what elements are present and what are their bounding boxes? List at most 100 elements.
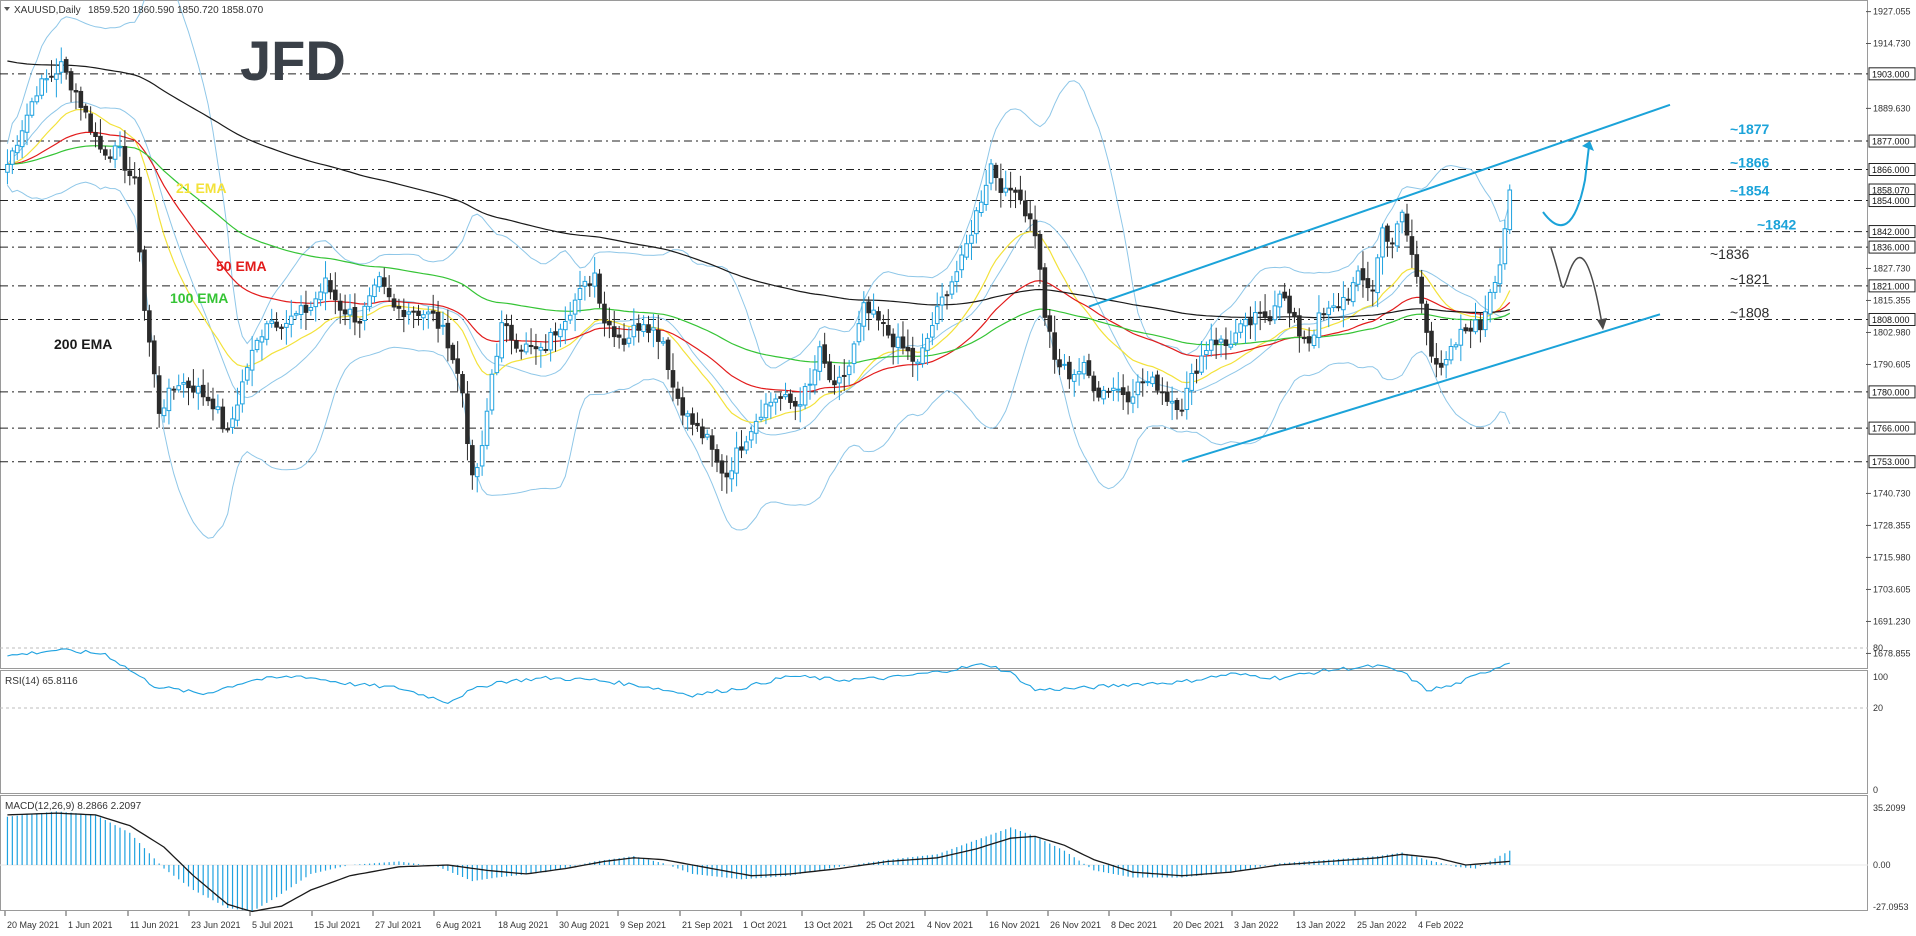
candle-body xyxy=(220,406,226,430)
price-axis: 1927.055 1914.730 1889.630 1827.730 1815.355… xyxy=(1866,7,1916,658)
candle-body xyxy=(54,73,59,80)
y-tick-label: 1889.630 xyxy=(1873,103,1911,113)
x-tick-label: 16 Nov 2021 xyxy=(989,920,1040,930)
candle-body xyxy=(98,135,103,150)
candle-body xyxy=(1013,189,1018,193)
candle-body xyxy=(1248,318,1253,326)
candle-body xyxy=(1306,336,1312,344)
candle-body xyxy=(1399,211,1405,223)
candle-body xyxy=(572,299,578,315)
candle-body xyxy=(10,150,15,165)
bollinger-lower-line xyxy=(6,181,1511,539)
candle-body xyxy=(974,210,979,235)
candle-body xyxy=(132,176,137,179)
candle-body xyxy=(1125,391,1131,403)
candle-body xyxy=(122,146,128,171)
macd-title: MACD(12,26,9) 8.2866 2.2097 xyxy=(5,801,142,812)
candle-body xyxy=(553,331,558,336)
candle-body xyxy=(768,401,774,407)
candle-body xyxy=(1174,400,1180,410)
channel-lower-line xyxy=(1181,313,1661,463)
candle-body xyxy=(347,308,353,316)
candle-body xyxy=(964,243,969,258)
candle-body xyxy=(1140,381,1146,384)
candle-body xyxy=(1272,305,1278,321)
candle-body xyxy=(303,304,309,313)
candle-body xyxy=(1213,339,1219,345)
x-tick-label: 20 May 2021 xyxy=(7,920,59,930)
candle-body xyxy=(793,400,798,407)
ema-100-line xyxy=(7,145,1511,364)
candle-body xyxy=(1032,219,1038,237)
candle-body xyxy=(1164,391,1170,402)
candle-body xyxy=(1042,267,1048,318)
ohlc-values: 1859.520 1860.590 1850.720 1858.070 xyxy=(88,5,264,16)
candle-body xyxy=(1111,387,1116,391)
y-tick-label: 1691.230 xyxy=(1873,616,1911,626)
candle-body xyxy=(1238,323,1243,333)
candle-body xyxy=(205,396,211,402)
candle-body xyxy=(1253,312,1258,325)
candle-body xyxy=(1233,332,1239,344)
candle-body xyxy=(362,305,367,322)
candle-body xyxy=(626,337,632,344)
price-box xyxy=(1868,67,1916,81)
x-tick-label: 1 Jun 2021 xyxy=(68,920,113,930)
candle-body xyxy=(1228,343,1234,348)
y-tick-label: 1703.605 xyxy=(1873,584,1911,594)
rsi-panel-border xyxy=(0,670,1868,794)
candle-body xyxy=(235,404,240,421)
down-scenario-arrow xyxy=(1550,247,1603,325)
candle-body xyxy=(1355,270,1361,285)
collapse-triangle-icon[interactable] xyxy=(4,7,10,11)
candle-body xyxy=(954,271,960,282)
candle-body xyxy=(1478,319,1483,331)
rsi-line xyxy=(7,648,1510,704)
candle-body xyxy=(215,406,221,411)
candle-body xyxy=(479,445,485,467)
candle-body xyxy=(734,447,739,474)
bollinger-middle-line xyxy=(6,101,1511,436)
candle-body xyxy=(19,130,25,148)
candle-body xyxy=(1047,315,1053,332)
candle-body xyxy=(812,369,818,386)
candle-body xyxy=(421,314,426,319)
candle-body xyxy=(739,446,744,451)
candle-body xyxy=(318,291,323,301)
candle-body xyxy=(1091,375,1097,392)
y-tick-label: 1927.055 xyxy=(1873,7,1911,17)
up-arrow-head xyxy=(1582,141,1594,151)
candle-body xyxy=(577,287,583,300)
candle-body xyxy=(1438,362,1444,368)
candle-body xyxy=(631,324,637,338)
candle-body xyxy=(489,373,495,411)
candle-body xyxy=(313,298,319,308)
x-tick-label: 27 Jul 2021 xyxy=(375,920,422,930)
candle-body xyxy=(328,280,333,293)
candle-body xyxy=(700,426,705,439)
candle-body xyxy=(680,397,686,416)
price-box-label: 1877.000 xyxy=(1872,137,1910,147)
candle-body xyxy=(523,343,529,353)
candle-body xyxy=(1419,276,1424,304)
candle-body xyxy=(1057,359,1062,368)
candle-body xyxy=(259,336,265,343)
candle-body xyxy=(308,307,314,311)
candle-body xyxy=(998,178,1004,193)
candle-body xyxy=(1184,387,1190,411)
candle-body xyxy=(1336,306,1341,309)
candle-body xyxy=(1458,328,1464,346)
candle-body xyxy=(1502,228,1508,265)
candle-body xyxy=(406,311,412,315)
candle-body xyxy=(788,393,793,403)
price-box-label: 1766.000 xyxy=(1872,424,1910,434)
candle-body xyxy=(1326,307,1332,316)
candle-body xyxy=(621,338,627,345)
price-box xyxy=(1868,455,1916,469)
candle-body xyxy=(856,323,862,343)
level-label: ~1877 xyxy=(1730,121,1770,137)
candle-body xyxy=(137,176,142,253)
candle-body xyxy=(29,101,35,116)
candle-body xyxy=(1448,346,1454,361)
channel-upper-line xyxy=(1088,103,1671,308)
